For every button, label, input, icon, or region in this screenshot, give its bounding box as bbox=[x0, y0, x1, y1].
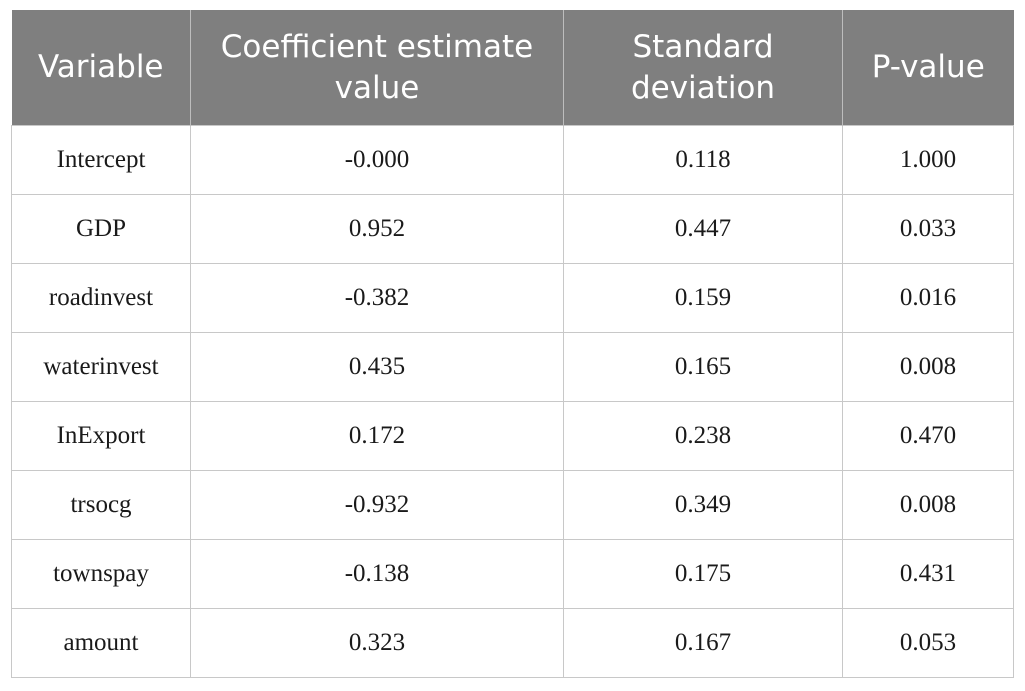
header-variable: Variable bbox=[11, 10, 191, 126]
cell-standard-deviation: 0.118 bbox=[563, 125, 843, 195]
cell-standard-deviation: 0.349 bbox=[563, 470, 843, 540]
cell-p-value: 0.431 bbox=[842, 539, 1014, 609]
cell-variable: Intercept bbox=[11, 125, 191, 195]
cell-standard-deviation: 0.175 bbox=[563, 539, 843, 609]
cell-standard-deviation: 0.159 bbox=[563, 263, 843, 333]
cell-coefficient: 0.435 bbox=[190, 332, 564, 402]
table-row: GDP 0.952 0.447 0.033 bbox=[11, 194, 1014, 264]
cell-p-value: 1.000 bbox=[842, 125, 1014, 195]
table-row: waterinvest 0.435 0.165 0.008 bbox=[11, 332, 1014, 402]
header-coefficient: Coefficient estimate value bbox=[190, 10, 564, 126]
cell-variable: townspay bbox=[11, 539, 191, 609]
cell-variable: waterinvest bbox=[11, 332, 191, 402]
cell-variable: GDP bbox=[11, 194, 191, 264]
table-header: Variable Coefficient estimate value Stan… bbox=[11, 10, 1014, 126]
cell-standard-deviation: 0.167 bbox=[563, 608, 843, 678]
cell-coefficient: 0.323 bbox=[190, 608, 564, 678]
table-row: Intercept -0.000 0.118 1.000 bbox=[11, 125, 1014, 195]
table-row: amount 0.323 0.167 0.053 bbox=[11, 608, 1014, 678]
table-row: townspay -0.138 0.175 0.431 bbox=[11, 539, 1014, 609]
cell-variable: trsocg bbox=[11, 470, 191, 540]
cell-standard-deviation: 0.165 bbox=[563, 332, 843, 402]
cell-p-value: 0.016 bbox=[842, 263, 1014, 333]
cell-coefficient: -0.138 bbox=[190, 539, 564, 609]
table-body: Intercept -0.000 0.118 1.000 GDP 0.952 0… bbox=[11, 125, 1014, 678]
header-row: Variable Coefficient estimate value Stan… bbox=[11, 10, 1014, 126]
cell-p-value: 0.008 bbox=[842, 470, 1014, 540]
cell-coefficient: -0.932 bbox=[190, 470, 564, 540]
header-p-value: P-value bbox=[842, 10, 1014, 126]
table-row: trsocg -0.932 0.349 0.008 bbox=[11, 470, 1014, 540]
cell-variable: InExport bbox=[11, 401, 191, 471]
cell-standard-deviation: 0.238 bbox=[563, 401, 843, 471]
regression-table: Variable Coefficient estimate value Stan… bbox=[11, 10, 1014, 678]
cell-coefficient: -0.000 bbox=[190, 125, 564, 195]
cell-p-value: 0.033 bbox=[842, 194, 1014, 264]
cell-coefficient: -0.382 bbox=[190, 263, 564, 333]
regression-table-container: Variable Coefficient estimate value Stan… bbox=[11, 10, 1014, 678]
header-standard-deviation: Standard deviation bbox=[563, 10, 843, 126]
cell-variable: roadinvest bbox=[11, 263, 191, 333]
cell-standard-deviation: 0.447 bbox=[563, 194, 843, 264]
table-row: InExport 0.172 0.238 0.470 bbox=[11, 401, 1014, 471]
cell-coefficient: 0.172 bbox=[190, 401, 564, 471]
cell-p-value: 0.053 bbox=[842, 608, 1014, 678]
cell-p-value: 0.470 bbox=[842, 401, 1014, 471]
cell-p-value: 0.008 bbox=[842, 332, 1014, 402]
cell-variable: amount bbox=[11, 608, 191, 678]
cell-coefficient: 0.952 bbox=[190, 194, 564, 264]
table-row: roadinvest -0.382 0.159 0.016 bbox=[11, 263, 1014, 333]
